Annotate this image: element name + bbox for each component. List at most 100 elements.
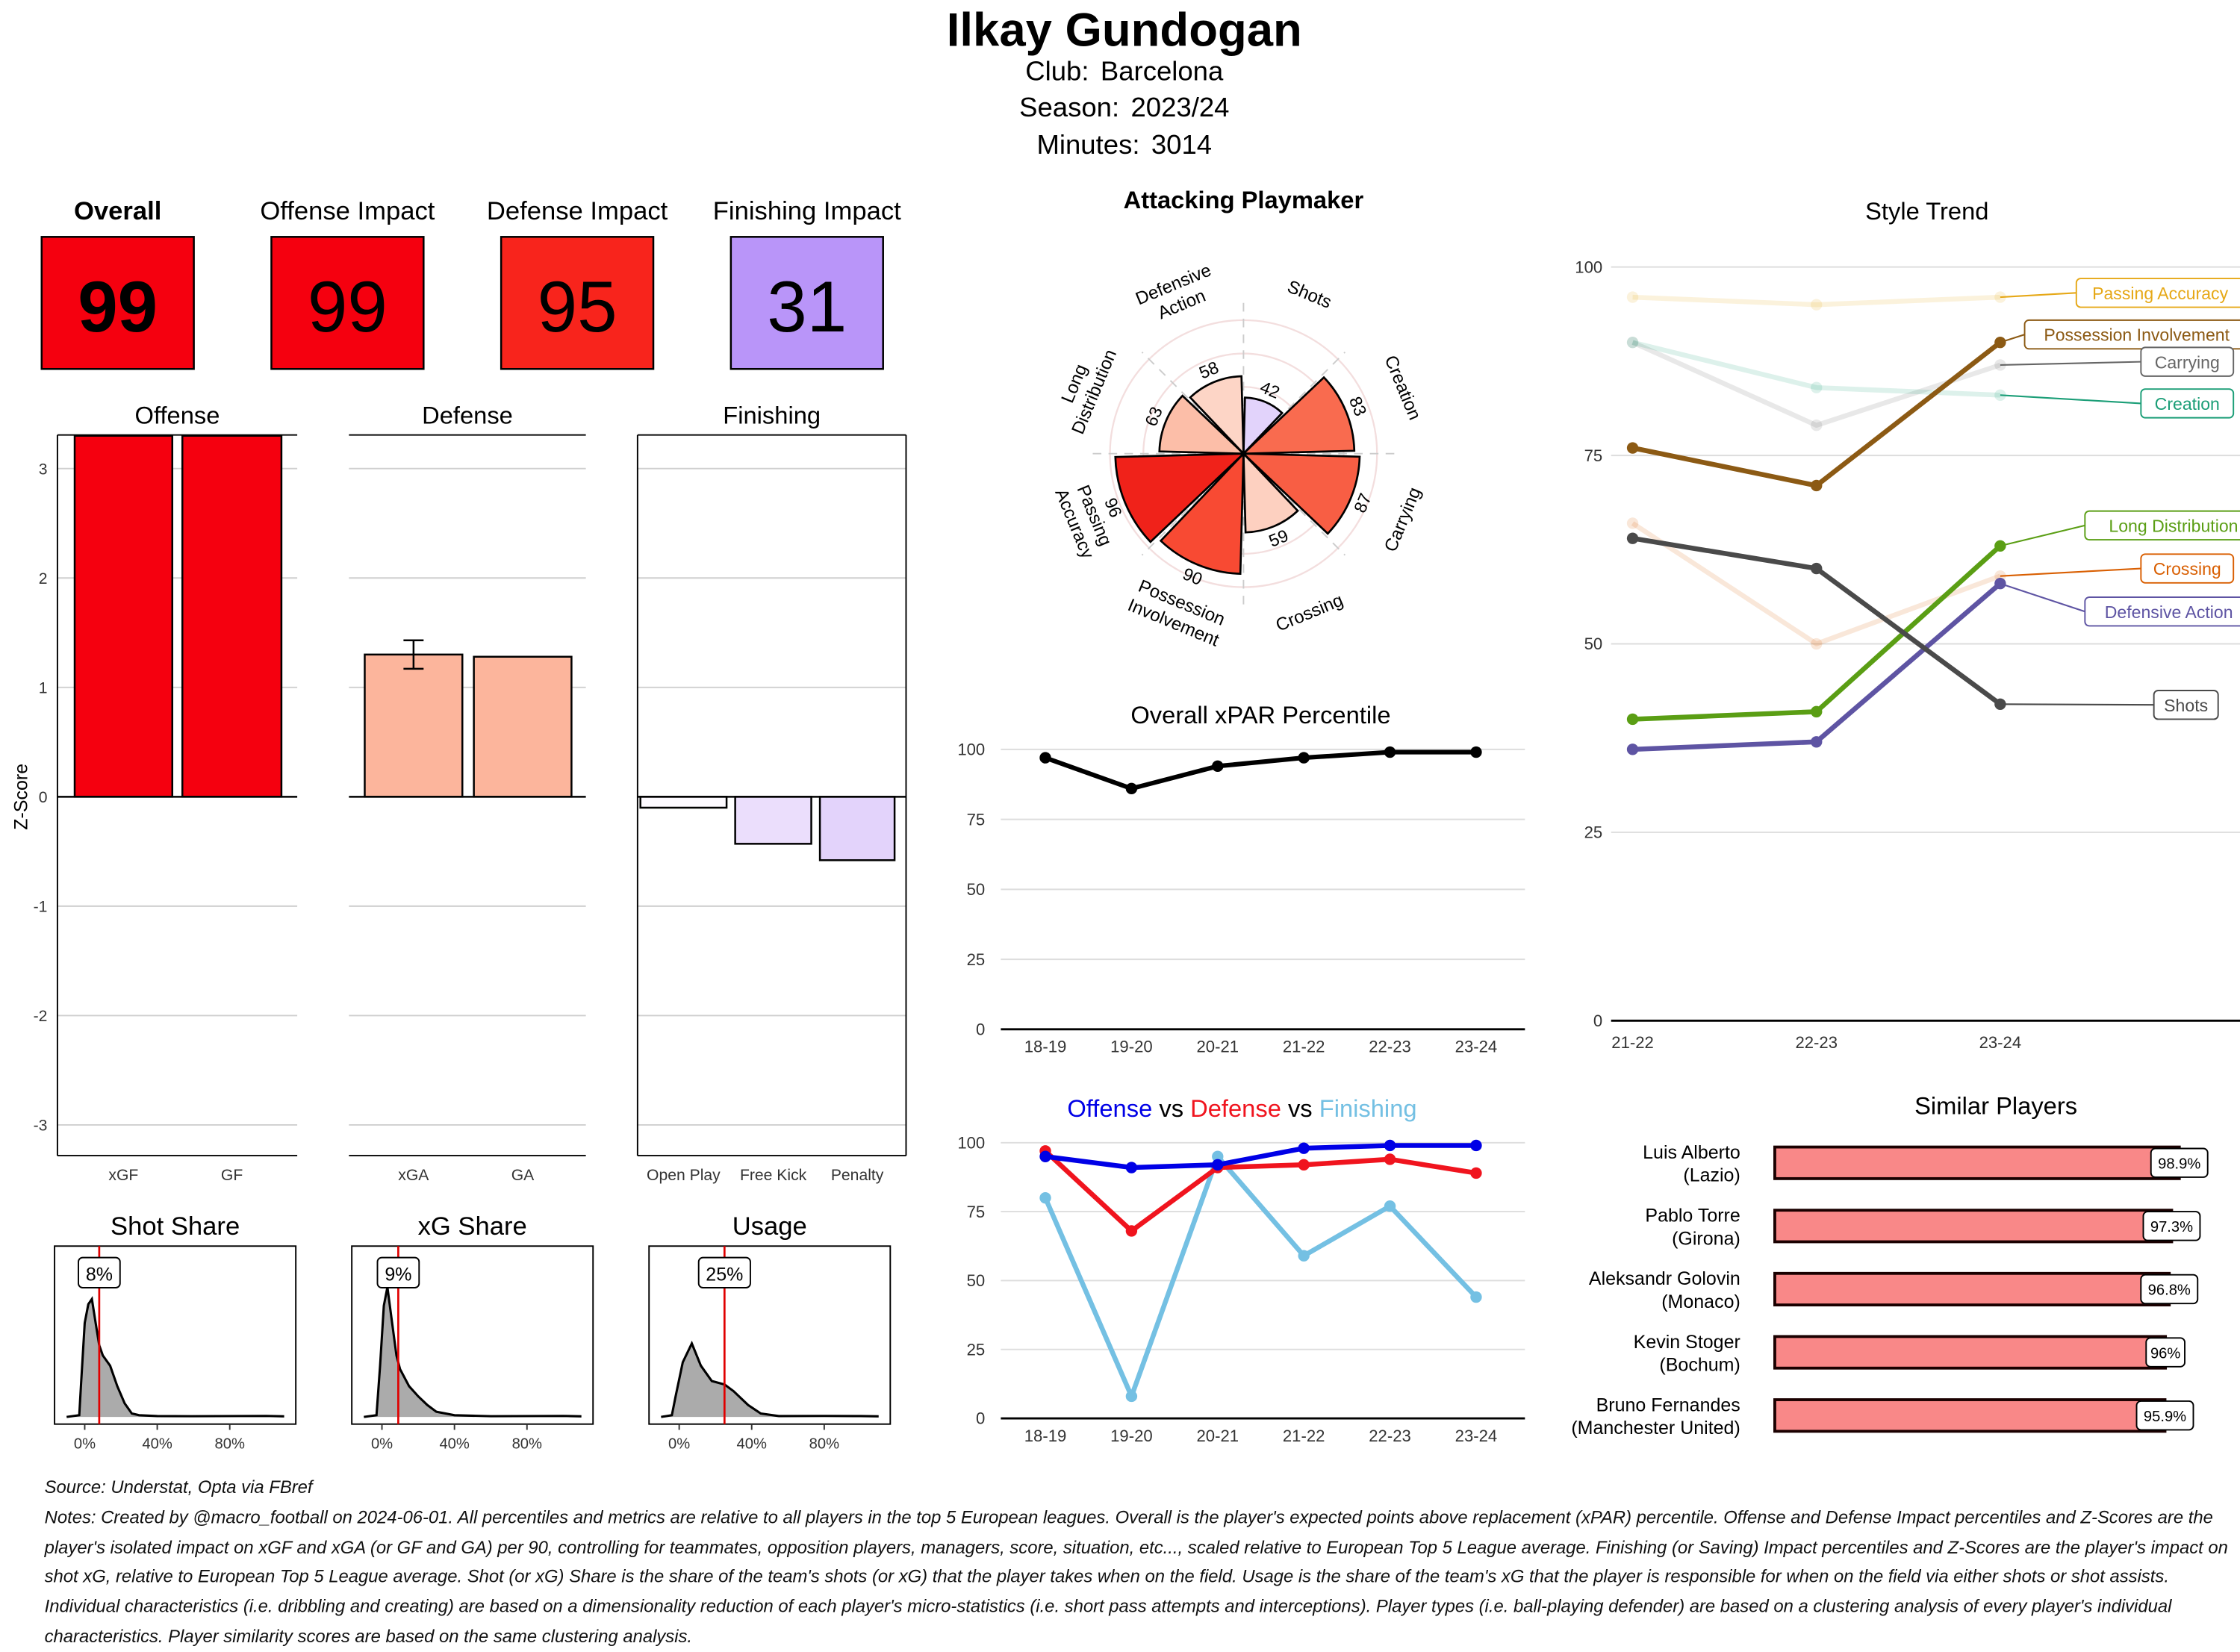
label-leader-line <box>2000 567 2141 577</box>
header: Ilkay Gundogan Club: Barcelona Season: 202… <box>947 4 1302 160</box>
x-tick-label: 23-24 <box>1455 1427 1498 1445</box>
similarity-label: 97.3% <box>2150 1219 2193 1235</box>
similar-players-chart: Similar Players Luis Alberto(Lazio) 98.9% P… <box>1571 1091 2209 1439</box>
x-tick-label: 20-21 <box>1197 1427 1239 1445</box>
polar-bar-creation <box>1240 375 1356 455</box>
similar-player-bar <box>1773 1398 2167 1433</box>
offense-line <box>1045 1143 1476 1171</box>
series-label: Defensive Action <box>2105 602 2233 622</box>
style-long-distribution-point <box>1626 713 1639 726</box>
style-possession-involvement-line <box>1631 340 2002 488</box>
y-tick-label: 25 <box>967 1340 986 1359</box>
impact-label: Offense Impact <box>260 197 435 225</box>
season-label: Season: <box>1019 92 1119 122</box>
series-label: Long Distribution <box>2109 517 2238 536</box>
series-label-box <box>2084 510 2240 541</box>
style-shots-point <box>1811 562 1823 575</box>
series-label: Creation <box>2155 394 2220 414</box>
value-label: 63 <box>1141 404 1166 429</box>
source-note: Source: Understat, Opta via FBref <box>44 1477 313 1497</box>
style-crossing-point <box>1811 638 1823 650</box>
label-leader-line <box>2000 292 2076 299</box>
marker-label: 9% <box>385 1264 411 1285</box>
defense-point <box>1298 1159 1310 1171</box>
chart-title: Overall xPAR Percentile <box>1130 701 1390 729</box>
series-label-box <box>2023 319 2240 350</box>
series-label-box <box>2140 553 2235 584</box>
club-value: Barcelona <box>1101 56 1224 87</box>
y-tick-label: 75 <box>1584 446 1603 465</box>
y-tick-label: 100 <box>1575 258 1602 276</box>
x-tick-label: 80% <box>512 1436 542 1452</box>
impact-value: 95 <box>538 267 617 347</box>
x-tick-label: Free Kick <box>740 1167 807 1184</box>
player-club: (Girona) <box>1672 1228 1740 1249</box>
marker-label-box <box>78 1256 121 1288</box>
y-tick-label: 0 <box>976 1020 985 1039</box>
bar-penalty <box>818 796 896 861</box>
player-name: Luis Alberto <box>1643 1142 1740 1163</box>
defense-line <box>1043 1149 1477 1234</box>
impact-scores: Overall 99 Offense Impact 99 Defense Impact 9… <box>40 197 901 370</box>
methodology-note: Notes: Created by @macro_football on 202… <box>44 1506 2228 1647</box>
series-label: Passing Accuracy <box>2092 284 2228 303</box>
bar-free-kick <box>734 796 812 845</box>
offense-defense-finishing-chart: Offense vs Defense vs Finishing 100 75 50 25… <box>957 1094 1525 1445</box>
y-tick-label: 75 <box>967 1203 986 1221</box>
similarity-label: 98.9% <box>2158 1156 2200 1172</box>
style-passing-accuracy-point <box>1626 291 1639 303</box>
label-leader-line <box>2000 524 2085 547</box>
player-club: (Manchester United) <box>1571 1418 1740 1439</box>
series-label-box <box>2140 388 2235 419</box>
player-club: (Bochum) <box>1659 1355 1740 1376</box>
style-possession-involvement-point <box>1626 442 1639 454</box>
style-carrying-point <box>1811 420 1823 431</box>
category-label-line: Carrying <box>1381 484 1425 555</box>
y-tick-label: -2 <box>34 1008 48 1025</box>
x-tick-label: Penalty <box>831 1167 884 1184</box>
offense-point <box>1470 1139 1482 1152</box>
defense-point <box>1125 1225 1138 1237</box>
y-tick-label: 3 <box>39 461 48 478</box>
season-value: 2023/24 <box>1130 92 1229 122</box>
x-tick-label: GF <box>221 1167 243 1184</box>
impact-box <box>270 236 425 370</box>
impact-box <box>40 236 195 370</box>
z-score-bar-panels: Z-Score 3 2 1 0 -1 -2 -3 Offense xGF GF Defense xGA G… <box>11 401 907 1184</box>
y-tick-label: 25 <box>1584 823 1603 842</box>
series-label: Crossing <box>2153 559 2221 579</box>
density-curve <box>66 1296 284 1418</box>
category-label: LongDistribution <box>1048 338 1121 437</box>
finishing-point <box>1384 1200 1396 1212</box>
style-defensive-action-point <box>1626 744 1639 755</box>
series-label: Possession Involvement <box>2044 325 2230 345</box>
error-bar <box>403 639 424 670</box>
chart-title: Attacking Playmaker <box>1124 186 1364 213</box>
impact-value: 31 <box>767 267 847 347</box>
similar-player-bar <box>1773 1145 2181 1180</box>
y-tick-label: 1 <box>39 679 48 696</box>
category-label-line: Crossing <box>1273 590 1346 635</box>
offense-point <box>1384 1139 1396 1152</box>
similarity-label-box <box>2150 1147 2209 1178</box>
style-defensive-action-point <box>1811 736 1823 748</box>
y-tick-label: 100 <box>957 741 985 759</box>
similarity-label-box <box>2145 1337 2185 1368</box>
bar-xgf <box>73 434 174 798</box>
offense-point <box>1039 1150 1051 1162</box>
style-trend-chart: Style Trend 100 75 50 25 0 21-22 22-23 23-24 Pass… <box>1575 197 2240 1052</box>
panel-title: Offense <box>135 401 220 428</box>
series-label-box <box>2084 596 2240 627</box>
series-label-box <box>2140 346 2235 377</box>
x-tick-label: 23-24 <box>1979 1033 2022 1052</box>
x-tick-label: 23-24 <box>1455 1038 1498 1056</box>
x-tick-label: xGA <box>398 1167 429 1184</box>
footnotes: Source: Understat, Opta via FBref Notes:… <box>45 1473 2235 1652</box>
category-label: Shots <box>1284 276 1334 312</box>
style-long-distribution-point <box>1811 705 1823 718</box>
similarity-label-box <box>2142 1211 2201 1241</box>
style-carrying-point <box>1626 336 1639 349</box>
x-tick-label: 40% <box>737 1436 767 1452</box>
chart-title: Similar Players <box>1914 1091 2077 1119</box>
x-tick-label: 0% <box>668 1436 690 1452</box>
